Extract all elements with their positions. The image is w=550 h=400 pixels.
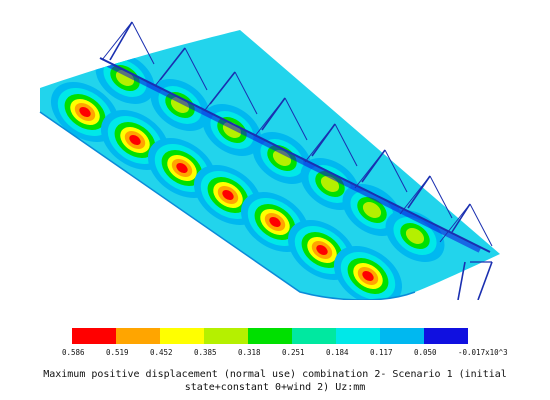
structural-member bbox=[429, 175, 453, 219]
structural-member bbox=[304, 123, 336, 163]
structural-member bbox=[457, 261, 466, 300]
caption-line-1: Maximum positive displacement (normal us… bbox=[43, 369, 507, 380]
structural-member bbox=[184, 47, 208, 91]
displacement-contour bbox=[193, 165, 263, 225]
color-legend-bar bbox=[72, 328, 468, 344]
legend-swatch bbox=[380, 328, 424, 344]
roof-displacement-contour bbox=[39, 21, 500, 300]
roof-surface bbox=[39, 30, 500, 300]
legend-swatch bbox=[292, 328, 336, 344]
structural-member bbox=[477, 261, 493, 300]
displacement-contour bbox=[50, 82, 120, 142]
structural-member bbox=[334, 123, 358, 167]
legend-swatch bbox=[424, 328, 468, 344]
legend-tick-label: 0.251 bbox=[282, 348, 305, 357]
structural-member bbox=[384, 149, 408, 193]
structural-member bbox=[154, 47, 186, 87]
structural-member bbox=[204, 71, 236, 111]
displacement-contour bbox=[333, 246, 403, 300]
structural-member bbox=[234, 71, 258, 115]
structural-member bbox=[399, 175, 431, 215]
legend-tick-label: 0.050 bbox=[414, 348, 437, 357]
structural-member bbox=[451, 203, 471, 233]
legend-swatch bbox=[336, 328, 380, 344]
legend-tick-labels: 0.586 0.519 0.452 0.385 0.318 0.251 0.184 0.117… bbox=[40, 348, 510, 360]
structural-member bbox=[109, 21, 133, 61]
legend-tick-label: 0.117 bbox=[370, 348, 393, 357]
structural-member bbox=[469, 203, 493, 247]
support-masts-and-cables bbox=[99, 21, 493, 300]
structural-member bbox=[131, 21, 155, 65]
legend-tick-label: 0.385 bbox=[194, 348, 217, 357]
structural-member bbox=[254, 97, 286, 137]
legend-tick-label: 0.318 bbox=[238, 348, 261, 357]
legend-swatch bbox=[204, 328, 248, 344]
caption-line-2: state+constant 0+wind 2) Uz:mm bbox=[184, 382, 366, 393]
legend-tick-label: 0.586 bbox=[62, 348, 85, 357]
displacement-contour bbox=[100, 110, 170, 170]
legend-swatch bbox=[248, 328, 292, 344]
structural-member bbox=[354, 149, 386, 189]
figure-caption: Maximum positive displacement (normal us… bbox=[20, 368, 530, 394]
structural-member bbox=[439, 203, 471, 243]
displacement-contour bbox=[240, 192, 310, 252]
legend-tick-label: 0.452 bbox=[150, 348, 173, 357]
legend-tick-label: -0.017x10^3 bbox=[458, 348, 508, 357]
legend-swatch bbox=[160, 328, 204, 344]
structural-member bbox=[284, 97, 308, 141]
structural-member bbox=[99, 57, 491, 253]
ridge-band bbox=[98, 57, 482, 253]
structural-member bbox=[101, 21, 133, 61]
legend-swatch bbox=[72, 328, 116, 344]
legend-tick-label: 0.184 bbox=[326, 348, 349, 357]
legend-tick-label: 0.519 bbox=[106, 348, 129, 357]
legend-swatch bbox=[116, 328, 160, 344]
